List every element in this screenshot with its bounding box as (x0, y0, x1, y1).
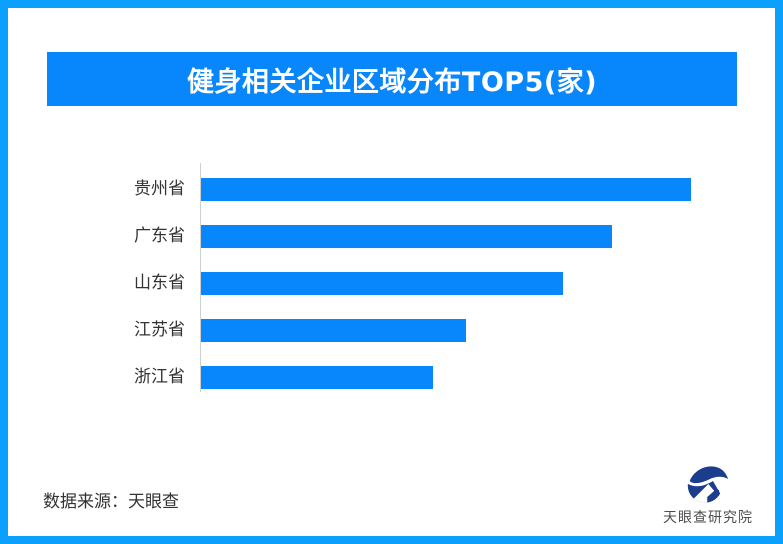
bar-chart: 贵州省广东省山东省江苏省浙江省 (8, 8, 775, 536)
data-source-note: 数据来源：天眼查 (43, 492, 179, 512)
bar-山东省 (201, 272, 563, 295)
category-label: 江苏省 (134, 320, 185, 340)
bar-广东省 (201, 225, 612, 248)
tianyancha-logo-icon (687, 466, 729, 503)
bar-贵州省 (201, 178, 691, 201)
category-label: 山东省 (134, 273, 185, 293)
chart-row: 山东省 (8, 272, 775, 295)
category-label: 广东省 (134, 226, 185, 246)
chart-row: 浙江省 (8, 366, 775, 389)
bar-浙江省 (201, 366, 433, 389)
chart-row: 贵州省 (8, 178, 775, 201)
brand-logo: 天眼查研究院 (656, 464, 760, 527)
chart-row: 广东省 (8, 225, 775, 248)
chart-row: 江苏省 (8, 319, 775, 342)
brand-logo-label: 天眼查研究院 (663, 510, 753, 526)
page-title: 健身相关企业区域分布TOP5(家) (186, 66, 598, 98)
bar-江苏省 (201, 319, 466, 342)
category-label: 贵州省 (134, 179, 185, 199)
title-banner: 健身相关企业区域分布TOP5(家) (47, 52, 737, 106)
y-axis-line (200, 163, 201, 392)
category-label: 浙江省 (134, 367, 185, 387)
